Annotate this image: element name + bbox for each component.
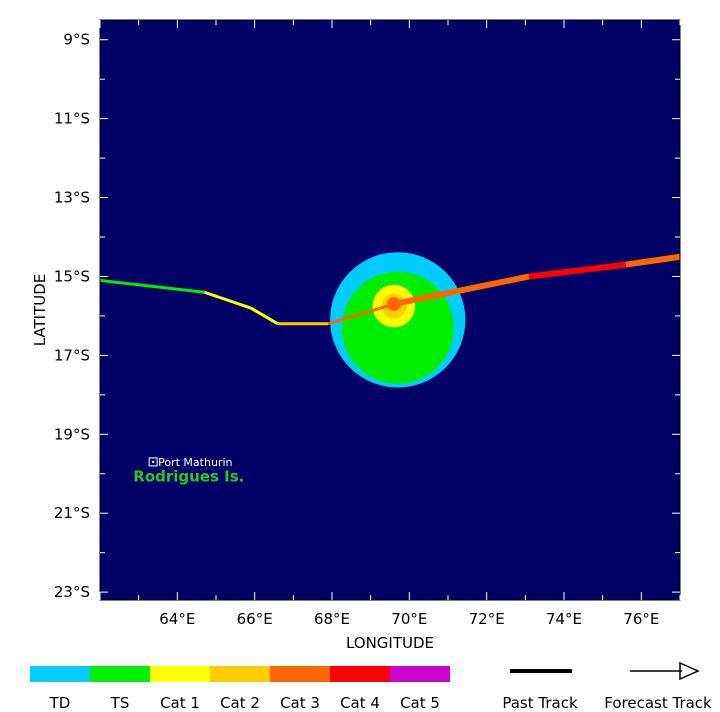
- legend-label: TS: [110, 694, 130, 712]
- legend-label: Cat 5: [400, 694, 440, 712]
- lon-tick-label: 66°E: [237, 610, 273, 628]
- lon-tick-label: 70°E: [391, 610, 427, 628]
- legend-swatch: [30, 666, 90, 682]
- legend-swatch: [150, 666, 210, 682]
- lat-tick-label: 11°S: [54, 110, 90, 128]
- category-legend: [30, 666, 450, 682]
- past-track-segment: [327, 302, 395, 326]
- port-mathurin-marker-dot: [152, 460, 155, 463]
- past-track-segment: [250, 306, 279, 326]
- lat-tick-label: 13°S: [54, 189, 90, 207]
- lat-tick-label: 9°S: [63, 31, 90, 49]
- legend-label: Cat 2: [220, 694, 260, 712]
- forecast-track-key-label: Forecast Track: [604, 694, 712, 712]
- y-axis-label: LATITUDE: [31, 274, 49, 347]
- forecast-track-segment: [528, 261, 627, 280]
- legend-swatch: [270, 666, 330, 682]
- storm-tracks: [99, 253, 681, 326]
- forecast-track-segment: [393, 273, 530, 308]
- lon-tick-label: 68°E: [314, 610, 350, 628]
- wind-field: [330, 252, 466, 388]
- legend-label: Cat 1: [160, 694, 200, 712]
- lat-tick-label: 19°S: [54, 425, 90, 443]
- forecast-track-segment: [625, 253, 681, 268]
- lon-tick-label: 72°E: [469, 610, 505, 628]
- port-mathurin-marker: [148, 457, 158, 467]
- lon-tick-label: 76°E: [623, 610, 659, 628]
- legend-label: Cat 4: [340, 694, 380, 712]
- port-mathurin-label: Port Mathurin: [158, 456, 232, 469]
- legend-swatch: [210, 666, 270, 682]
- legend-swatch: [90, 666, 150, 682]
- legend-swatch: [390, 666, 450, 682]
- lat-tick-label: 15°S: [54, 267, 90, 285]
- x-axis-label: LONGITUDE: [346, 634, 434, 652]
- lat-tick-label: 23°S: [54, 583, 90, 601]
- axis-ticks: 64°E 66°E 68°E 70°E 72°E 74°E 76°E 9°S 11°S 13°S 1…: [54, 20, 681, 628]
- lon-tick-label: 64°E: [159, 610, 195, 628]
- past-track-segment: [99, 278, 205, 294]
- lat-tick-label: 17°S: [54, 346, 90, 364]
- past-track-segment: [203, 290, 252, 310]
- lon-tick-label: 74°E: [546, 610, 582, 628]
- legend-label: Cat 3: [280, 694, 320, 712]
- storm-position-marker: [386, 297, 401, 312]
- past-track-key-label: Past Track: [502, 694, 578, 712]
- rodrigues-label: Rodrigues Is.: [133, 468, 244, 486]
- lat-tick-label: 21°S: [54, 504, 90, 522]
- map-frame: [99, 19, 681, 601]
- forecast-track-key-arrow: [630, 661, 700, 681]
- legend-label: TD: [49, 694, 71, 712]
- legend-swatch: [330, 666, 390, 682]
